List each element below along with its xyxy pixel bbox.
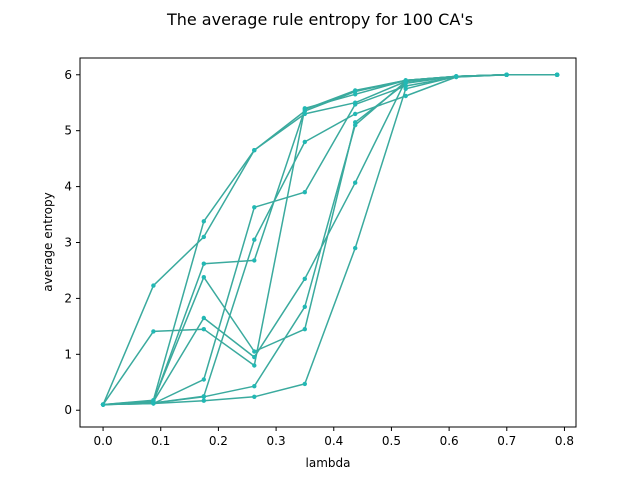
- data-point: [252, 349, 257, 354]
- data-point: [353, 102, 358, 107]
- data-point: [403, 86, 408, 92]
- data-point: [454, 74, 459, 79]
- y-tick-label: 0: [64, 403, 72, 417]
- data-point: [151, 329, 156, 334]
- x-tick-label: 0.8: [555, 434, 574, 448]
- data-point: [201, 394, 206, 399]
- data-point: [201, 327, 206, 332]
- data-point: [302, 381, 307, 387]
- data-point: [252, 148, 257, 153]
- data-point: [201, 398, 206, 403]
- data-point: [201, 261, 206, 266]
- chart-title: The average rule entropy for 100 CA's: [166, 10, 473, 29]
- series-line-10: [103, 74, 558, 406]
- y-tick-label: 1: [64, 347, 72, 361]
- data-point: [151, 401, 156, 406]
- data-point: [353, 245, 358, 251]
- x-tick-label: 0.5: [382, 434, 401, 448]
- y-tick-label: 3: [64, 236, 72, 250]
- axes-frame: [79, 57, 577, 428]
- series-layer: [100, 72, 560, 407]
- x-tick-label: 0.3: [267, 434, 286, 448]
- data-point: [252, 363, 257, 368]
- data-point: [252, 384, 257, 389]
- data-point: [252, 205, 257, 210]
- data-point: [252, 394, 257, 399]
- data-point: [353, 111, 358, 117]
- y-tick-label: 5: [64, 124, 72, 138]
- data-point: [403, 79, 408, 84]
- x-tick-label: 0.0: [94, 434, 113, 448]
- data-point: [353, 92, 358, 97]
- data-point: [201, 234, 206, 240]
- data-point: [554, 72, 560, 78]
- x-tick-label: 0.1: [151, 434, 170, 448]
- data-point: [302, 190, 307, 195]
- data-point: [302, 276, 307, 281]
- x-axis-ticks: 0.0 0.1 0.2 0.3 0.4 0.5 0.6 0.7 0.8: [94, 427, 574, 448]
- data-point: [302, 111, 307, 117]
- x-axis-label: lambda: [306, 456, 351, 470]
- data-point: [201, 275, 206, 280]
- data-point: [302, 139, 307, 145]
- data-point: [302, 107, 307, 112]
- x-tick-label: 0.2: [209, 434, 228, 448]
- data-point: [252, 354, 257, 360]
- data-point: [403, 93, 408, 99]
- data-point: [302, 304, 307, 309]
- data-point: [201, 315, 206, 321]
- data-point: [302, 327, 307, 332]
- y-tick-label: 6: [64, 68, 72, 82]
- x-tick-label: 0.4: [324, 434, 343, 448]
- data-point: [201, 219, 206, 224]
- series-line-6: [103, 74, 558, 406]
- data-point: [504, 72, 509, 78]
- data-point: [151, 283, 156, 288]
- x-tick-label: 0.7: [497, 434, 516, 448]
- data-point: [100, 402, 106, 407]
- data-point: [353, 180, 358, 185]
- data-point: [353, 122, 358, 128]
- data-point: [353, 88, 358, 93]
- x-tick-label: 0.6: [440, 434, 459, 448]
- y-axis-ticks: 0 1 2 3 4 5 6: [64, 68, 80, 417]
- y-axis-label: average entropy: [41, 192, 55, 291]
- y-tick-label: 4: [64, 180, 72, 194]
- data-point: [252, 258, 257, 263]
- y-tick-label: 2: [64, 291, 72, 305]
- data-point: [201, 377, 206, 382]
- axes-layer: [79, 57, 577, 428]
- data-point: [252, 237, 257, 242]
